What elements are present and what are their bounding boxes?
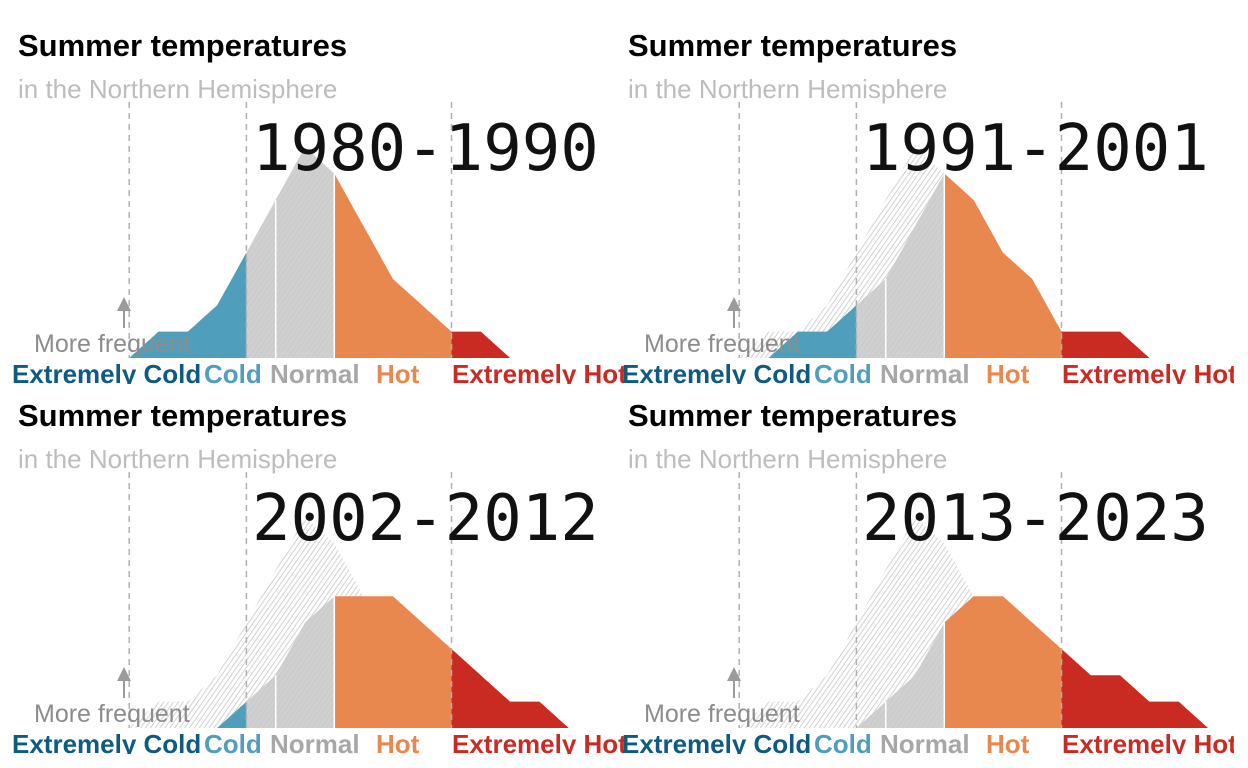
area-segment-hot — [944, 173, 1062, 358]
area-segment-hot — [334, 596, 452, 728]
category-extremely-hot: Extremely Hot — [452, 359, 624, 384]
chart-title: Summer temperatures — [628, 28, 957, 63]
chart-subtitle: in the Northern Hemisphere — [18, 74, 337, 104]
more-frequent-annotation: More frequent — [34, 700, 190, 728]
category-normal: Normal — [270, 729, 360, 754]
area-segment-normal — [856, 622, 945, 728]
area-segment-cold — [129, 701, 247, 728]
category-extremely-cold: Extremely Cold — [12, 359, 201, 384]
area-segment-extremely-hot — [451, 648, 598, 728]
category-cold: Cold — [204, 359, 262, 384]
chart-subtitle: in the Northern Hemisphere — [628, 444, 947, 474]
category-extremely-hot: Extremely Hot — [1062, 359, 1234, 384]
category-hot: Hot — [986, 729, 1030, 754]
plot-area — [622, 472, 1208, 728]
area-segment-extremely-hot — [1061, 648, 1208, 728]
chart-title: Summer temperatures — [18, 28, 347, 63]
chart-subtitle: in the Northern Hemisphere — [628, 74, 947, 104]
period-label: 2013-2023 — [862, 482, 1209, 556]
chart-panel-1980-1990: Summer temperatures in the Northern Hemi… — [0, 0, 624, 384]
category-extremely-cold: Extremely Cold — [12, 729, 201, 754]
category-hot: Hot — [376, 729, 420, 754]
period-label: 1980-1990 — [252, 112, 599, 186]
chart-panel-2013-2023: Summer temperatures in the Northern Hemi… — [610, 370, 1234, 754]
chart-panel-2002-2012: Summer temperatures in the Northern Hemi… — [0, 370, 624, 754]
category-hot: Hot — [986, 359, 1030, 384]
category-normal: Normal — [880, 729, 970, 754]
area-segment-cold — [739, 305, 857, 358]
area-segment-normal — [246, 147, 335, 358]
density-chart: Summer temperatures in the Northern Hemi… — [12, 28, 624, 384]
more-frequent-arrow — [727, 667, 741, 698]
category-cold: Cold — [814, 729, 872, 754]
plot-area — [12, 472, 598, 728]
area-segment-cold — [129, 252, 247, 358]
chart-title: Summer temperatures — [628, 398, 957, 433]
more-frequent-annotation: More frequent — [34, 330, 190, 358]
density-chart: Summer temperatures in the Northern Hemi… — [12, 398, 624, 754]
category-normal: Normal — [880, 359, 970, 384]
area-segment-extremely-hot — [451, 331, 598, 358]
density-chart: Summer temperatures in the Northern Hemi… — [622, 398, 1234, 754]
more-frequent-arrow — [117, 667, 131, 698]
category-extremely-cold: Extremely Cold — [622, 729, 811, 754]
area-segment-extremely-hot — [1061, 331, 1208, 358]
plot-area — [12, 102, 598, 358]
area-segment-hot — [944, 596, 1062, 728]
area-segment-normal — [856, 173, 945, 358]
category-hot: Hot — [376, 359, 420, 384]
density-chart: Summer temperatures in the Northern Hemi… — [622, 28, 1234, 384]
period-label: 2002-2012 — [252, 482, 599, 556]
baseline-distribution — [12, 517, 598, 728]
category-normal: Normal — [270, 359, 360, 384]
chart-title: Summer temperatures — [18, 398, 347, 433]
chart-subtitle: in the Northern Hemisphere — [18, 444, 337, 474]
more-frequent-annotation: More frequent — [644, 330, 800, 358]
baseline-distribution — [622, 517, 1208, 728]
category-extremely-cold: Extremely Cold — [622, 359, 811, 384]
more-frequent-arrow — [727, 297, 741, 328]
chart-panel-1991-2001: Summer temperatures in the Northern Hemi… — [610, 0, 1234, 384]
category-cold: Cold — [814, 359, 872, 384]
more-frequent-arrow — [117, 297, 131, 328]
more-frequent-annotation: More frequent — [644, 700, 800, 728]
area-segment-normal — [246, 596, 335, 728]
area-segment-hot — [334, 173, 452, 358]
category-extremely-hot: Extremely Hot — [452, 729, 624, 754]
plot-area — [622, 102, 1208, 358]
category-cold: Cold — [204, 729, 262, 754]
category-extremely-hot: Extremely Hot — [1062, 729, 1234, 754]
period-label: 1991-2001 — [862, 112, 1209, 186]
